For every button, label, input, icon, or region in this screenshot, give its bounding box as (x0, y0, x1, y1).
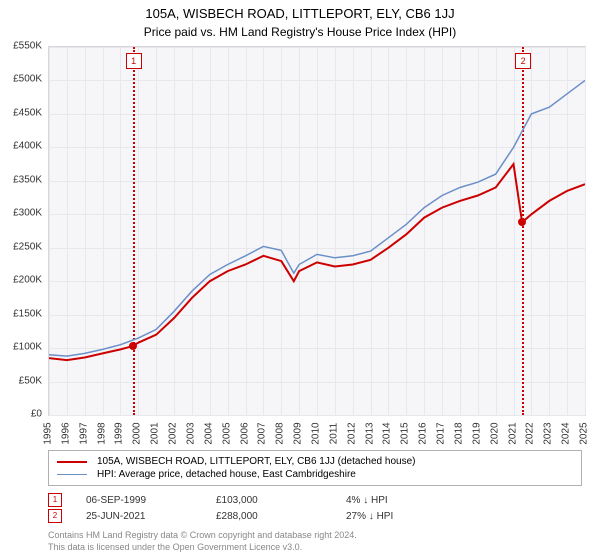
sales-marker-2: 2 (48, 509, 62, 523)
chart-container: 105A, WISBECH ROAD, LITTLEPORT, ELY, CB6… (0, 0, 600, 560)
x-tick-label: 2000 (132, 422, 143, 444)
x-tick-label: 2003 (185, 422, 196, 444)
footer-line-2: This data is licensed under the Open Gov… (48, 542, 357, 554)
x-tick-label: 2024 (561, 422, 572, 444)
x-tick-label: 1999 (114, 422, 125, 444)
x-tick-label: 1995 (43, 422, 54, 444)
legend-swatch-property (57, 461, 87, 463)
y-tick-label: £150K (13, 308, 42, 319)
y-tick-label: £100K (13, 342, 42, 353)
x-tick-label: 2009 (293, 422, 304, 444)
x-tick-label: 2021 (507, 422, 518, 444)
x-tick-label: 2007 (257, 422, 268, 444)
y-tick-label: £500K (13, 74, 42, 85)
sales-date-2: 25-JUN-2021 (86, 511, 216, 522)
x-tick-label: 1998 (96, 422, 107, 444)
x-tick-label: 2008 (275, 422, 286, 444)
x-axis: 1995199619971998199920002001200220032004… (48, 414, 584, 446)
sales-row-2: 2 25-JUN-2021 £288,000 27% ↓ HPI (48, 508, 476, 524)
sales-price-2: £288,000 (216, 511, 346, 522)
sales-row-1: 1 06-SEP-1999 £103,000 4% ↓ HPI (48, 492, 476, 508)
x-tick-label: 2020 (489, 422, 500, 444)
x-tick-label: 1996 (60, 422, 71, 444)
y-tick-label: £200K (13, 275, 42, 286)
legend-item-hpi: HPI: Average price, detached house, East… (57, 468, 573, 481)
sales-price-1: £103,000 (216, 495, 346, 506)
x-tick-label: 2001 (150, 422, 161, 444)
footer-text: Contains HM Land Registry data © Crown c… (48, 530, 357, 553)
x-tick-label: 2010 (311, 422, 322, 444)
plot-area: 12 (48, 46, 586, 416)
y-tick-label: £300K (13, 208, 42, 219)
x-tick-label: 2005 (221, 422, 232, 444)
y-tick-label: £450K (13, 107, 42, 118)
x-tick-label: 2015 (400, 422, 411, 444)
legend-label-hpi: HPI: Average price, detached house, East… (97, 469, 356, 480)
marker-label-1: 1 (126, 53, 142, 69)
x-tick-label: 2014 (382, 422, 393, 444)
chart-lines (49, 47, 585, 415)
sales-delta-2: 27% ↓ HPI (346, 511, 476, 522)
sales-marker-1: 1 (48, 493, 62, 507)
x-tick-label: 2023 (543, 422, 554, 444)
x-tick-label: 2002 (168, 422, 179, 444)
series-line-hpi (49, 81, 585, 357)
x-tick-label: 2025 (579, 422, 590, 444)
sales-table: 1 06-SEP-1999 £103,000 4% ↓ HPI 2 25-JUN… (48, 492, 476, 524)
y-tick-label: £550K (13, 41, 42, 52)
y-tick-label: £250K (13, 241, 42, 252)
x-tick-label: 2022 (525, 422, 536, 444)
y-axis: £0£50K£100K£150K£200K£250K£300K£350K£400… (0, 46, 46, 414)
y-tick-label: £0 (31, 409, 42, 420)
x-tick-label: 2013 (364, 422, 375, 444)
legend-swatch-hpi (57, 474, 87, 475)
sales-delta-1: 4% ↓ HPI (346, 495, 476, 506)
series-line-property (49, 164, 585, 360)
marker-label-2: 2 (515, 53, 531, 69)
x-tick-label: 2012 (346, 422, 357, 444)
legend-item-property: 105A, WISBECH ROAD, LITTLEPORT, ELY, CB6… (57, 455, 573, 468)
y-tick-label: £350K (13, 174, 42, 185)
x-tick-label: 2019 (471, 422, 482, 444)
x-tick-label: 2004 (203, 422, 214, 444)
sales-date-1: 06-SEP-1999 (86, 495, 216, 506)
marker-point-1 (129, 342, 137, 350)
legend-box: 105A, WISBECH ROAD, LITTLEPORT, ELY, CB6… (48, 450, 582, 486)
x-tick-label: 1997 (78, 422, 89, 444)
x-tick-label: 2016 (418, 422, 429, 444)
chart-title: 105A, WISBECH ROAD, LITTLEPORT, ELY, CB6… (0, 0, 600, 21)
y-tick-label: £400K (13, 141, 42, 152)
x-tick-label: 2017 (436, 422, 447, 444)
x-tick-label: 2018 (453, 422, 464, 444)
x-tick-label: 2006 (239, 422, 250, 444)
legend-label-property: 105A, WISBECH ROAD, LITTLEPORT, ELY, CB6… (97, 456, 415, 467)
x-tick-label: 2011 (328, 423, 339, 445)
y-tick-label: £50K (19, 375, 42, 386)
footer-line-1: Contains HM Land Registry data © Crown c… (48, 530, 357, 542)
marker-point-2 (518, 218, 526, 226)
chart-subtitle: Price paid vs. HM Land Registry's House … (0, 21, 600, 39)
